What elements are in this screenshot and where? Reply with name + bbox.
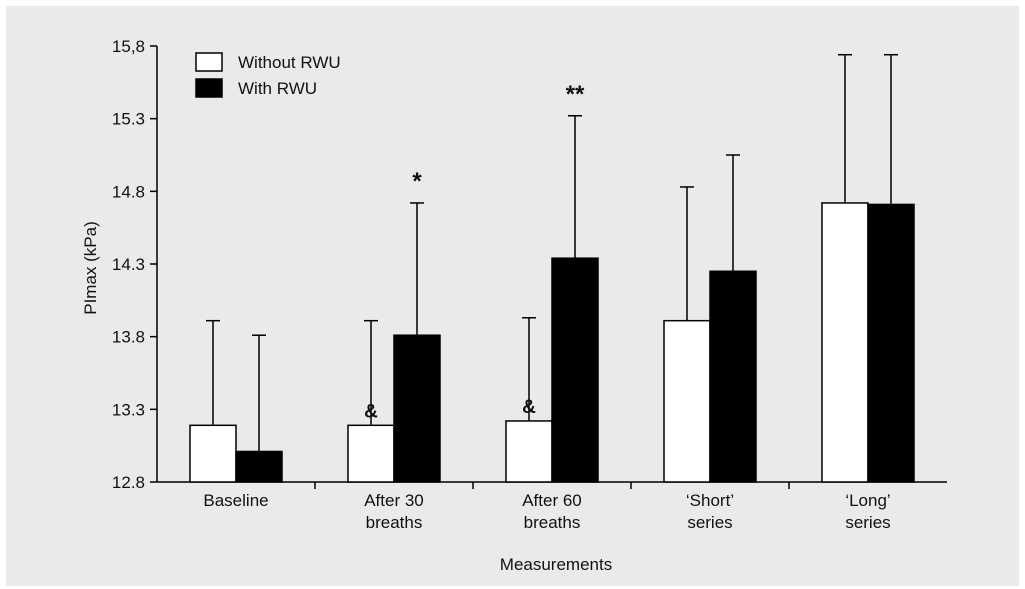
axes: 12.8 13.3 13.8 14.3 14.8 15.3 15,8 Baseline Afte… <box>112 37 947 532</box>
x-tick-label: After 60 <box>522 491 582 510</box>
y-tick-label: 14.8 <box>112 182 145 201</box>
y-tick-label: 15.3 <box>112 110 145 129</box>
bar-without-rwu <box>663 319 711 483</box>
legend-swatch <box>195 52 223 72</box>
bar-without-rwu <box>189 424 237 483</box>
x-tick-label: ‘Short’ <box>686 491 734 510</box>
x-tick-label: series <box>845 513 890 532</box>
x-tick-label: ‘Long’ <box>845 491 890 510</box>
bar-with-rwu <box>551 257 599 483</box>
x-tick-label: breaths <box>524 513 581 532</box>
legend: Without RWU With RWU <box>195 52 341 98</box>
bar-without-rwu <box>821 202 869 483</box>
legend-label: With RWU <box>238 79 317 98</box>
x-axis-label: Measurements <box>500 555 612 574</box>
x-tick-label: Baseline <box>203 491 268 510</box>
y-tick-label: 14.3 <box>112 255 145 274</box>
bar-with-rwu <box>867 203 915 483</box>
x-tick-label: After 30 <box>364 491 424 510</box>
bar-with-rwu <box>235 450 283 483</box>
y-tick-label: 15,8 <box>112 37 145 56</box>
bar-with-rwu <box>709 270 757 483</box>
y-axis-label: PImax (kPa) <box>81 221 100 315</box>
significance-marker: & <box>522 397 536 418</box>
chart-figure: 12.8 13.3 13.8 14.3 14.8 15.3 15,8 Baseline Afte… <box>6 6 1019 586</box>
legend-swatch <box>195 78 223 98</box>
x-tick-label: series <box>687 513 732 532</box>
chart-svg: 12.8 13.3 13.8 14.3 14.8 15.3 15,8 Baseline Afte… <box>81 37 947 574</box>
significance-marker: ** <box>566 81 585 108</box>
significance-marker: * <box>412 168 422 195</box>
y-tick-label: 13.3 <box>112 400 145 419</box>
bars-group: & * & ** <box>189 53 915 483</box>
significance-marker: & <box>364 401 378 422</box>
y-tick-label: 13.8 <box>112 328 145 347</box>
x-tick-label: breaths <box>366 513 423 532</box>
y-tick-label: 12.8 <box>112 473 145 492</box>
legend-label: Without RWU <box>238 53 341 72</box>
bar-with-rwu <box>393 334 441 483</box>
bar-without-rwu <box>505 420 553 483</box>
bar-without-rwu <box>347 424 395 483</box>
